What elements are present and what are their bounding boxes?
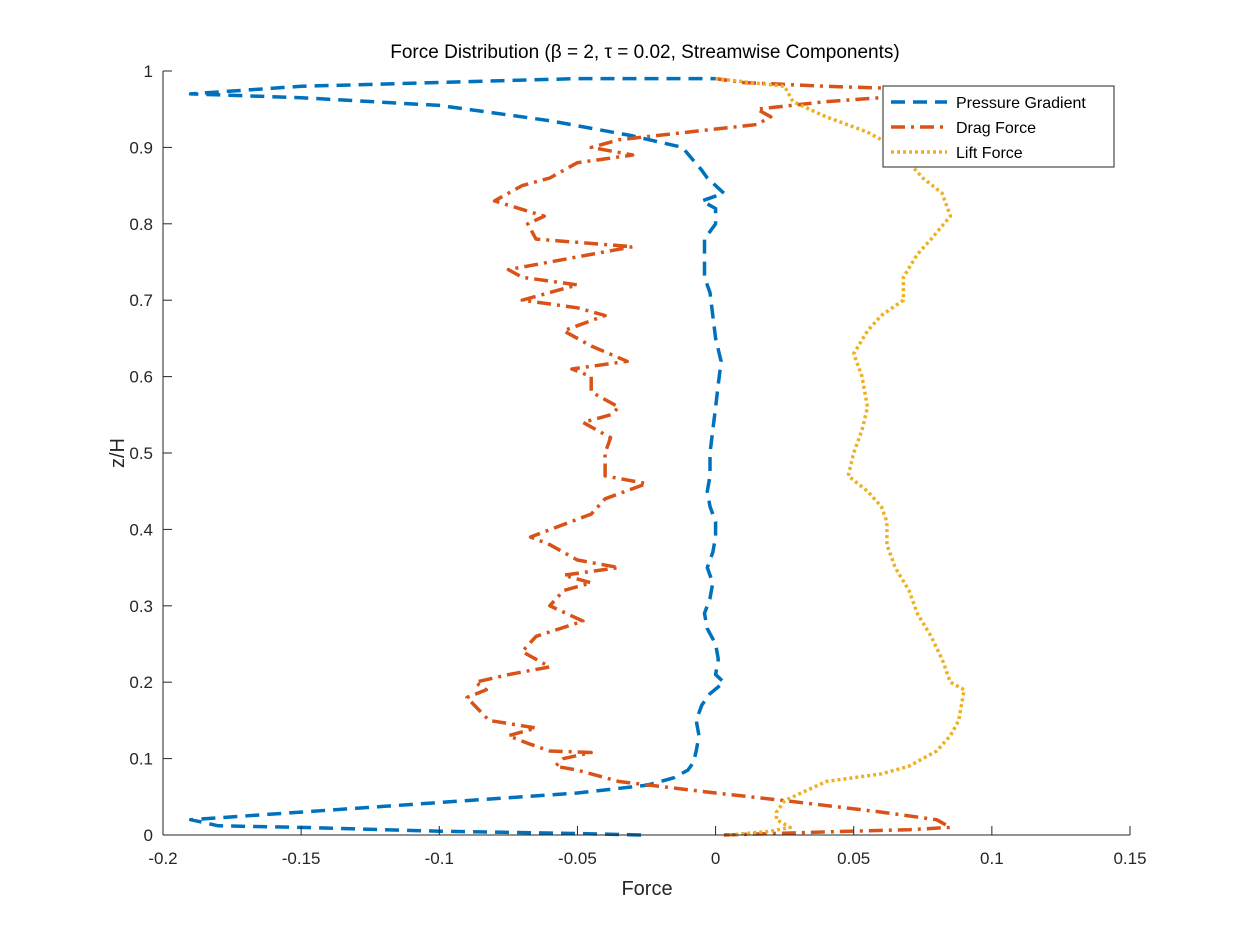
y-tick-label: 0.3 <box>129 597 153 616</box>
legend-entry-label: Pressure Gradient <box>956 95 1086 112</box>
legend-entry-label: Lift Force <box>956 145 1023 162</box>
x-tick-label: -0.2 <box>148 849 177 868</box>
y-tick-label: 0.4 <box>129 520 153 539</box>
legend: Pressure Gradient Drag Force Lift Force <box>882 85 1115 168</box>
x-tick-label: -0.1 <box>425 849 454 868</box>
x-tick-label: 0.1 <box>980 849 1004 868</box>
y-axis-label: z/H <box>107 438 129 468</box>
x-axis-label: Force <box>621 878 672 900</box>
y-tick-label: 0.2 <box>129 673 153 692</box>
x-tick-label: 0 <box>711 849 720 868</box>
x-tick-label: -0.05 <box>558 849 597 868</box>
y-tick-label: 0.8 <box>129 215 153 234</box>
y-tick-label: 1 <box>144 62 153 81</box>
y-tick-label: 0.7 <box>129 291 153 310</box>
x-tick-label: 0.05 <box>837 849 870 868</box>
x-tick-label: 0.15 <box>1113 849 1146 868</box>
y-tick-label: 0.9 <box>129 138 153 157</box>
y-tick-label: 0.1 <box>129 750 153 769</box>
series-layer <box>188 76 966 837</box>
series-line-lift-force <box>715 76 966 837</box>
series-line-pressure-gradient <box>188 76 726 837</box>
x-tick-label: -0.15 <box>282 849 321 868</box>
chart-title: Force Distribution (β = 2, τ = 0.02, Str… <box>390 42 899 63</box>
series-line-drag-force <box>465 76 953 837</box>
y-tick-label: 0.6 <box>129 368 153 387</box>
legend-entry-label: Drag Force <box>956 120 1036 137</box>
y-tick-label: 0 <box>144 826 153 845</box>
axes-layer: -0.2 -0.15 -0.1 -0.05 0 0.05 0.1 0.15 0 0.1 0.2 0.3… <box>129 62 1146 868</box>
y-tick-label: 0.5 <box>129 444 153 463</box>
